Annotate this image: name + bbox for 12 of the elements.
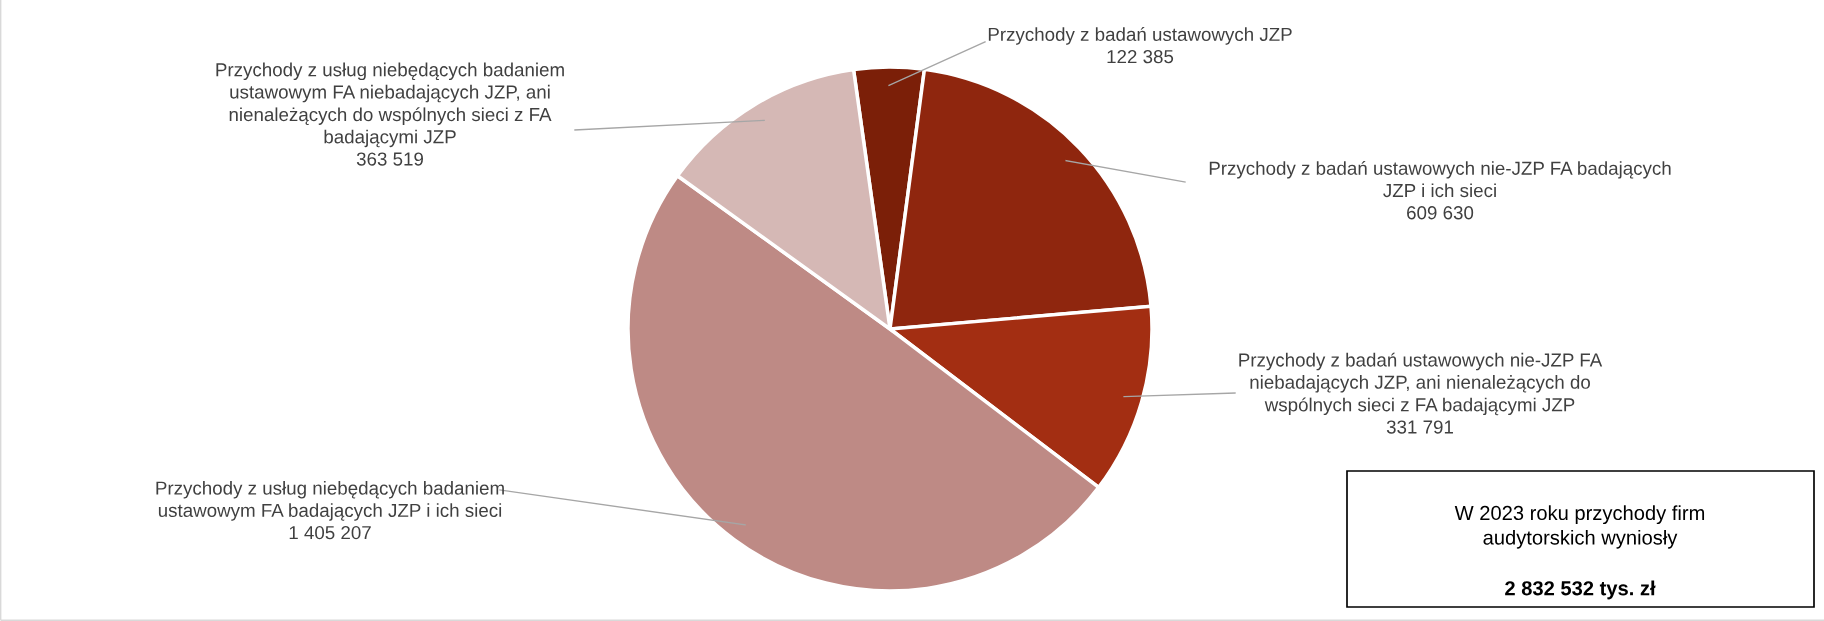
- data-label: 331 791: [1386, 420, 1453, 434]
- data-label: 1 405 207: [289, 526, 371, 540]
- slice-label: Przychody z badań ustawowych nie-JZP FA badających JZP i ich sieci: [1209, 160, 1671, 198]
- slice-label: Przychody z usług niebędących badaniem ustawowym FA niebadających JZP, ani nienależących do wspólnych sieci z FA badającymi JZP: [216, 62, 564, 148]
- text: 2 832 532 tys. zł: [1505, 580, 1656, 600]
- slice-label: Przychody z usług niebędących badaniem ustawowym FA badających JZP i ich sieci: [156, 481, 504, 521]
- text: W 2023 roku przychody firm audytorskich wyniosły: [1454, 505, 1705, 549]
- data-label: 609 630: [1407, 206, 1474, 220]
- slice-label: Przychody z badań ustawowych nie-JZP FA niebadających JZP, ani nienależących do wspólnych sieci z FA badającymi JZP: [1239, 352, 1603, 416]
- slice-label: Przychody z badań ustawowych JZP: [988, 27, 1292, 45]
- data-label: 363 519: [356, 152, 423, 166]
- data-label: 122 385: [1107, 49, 1174, 64]
